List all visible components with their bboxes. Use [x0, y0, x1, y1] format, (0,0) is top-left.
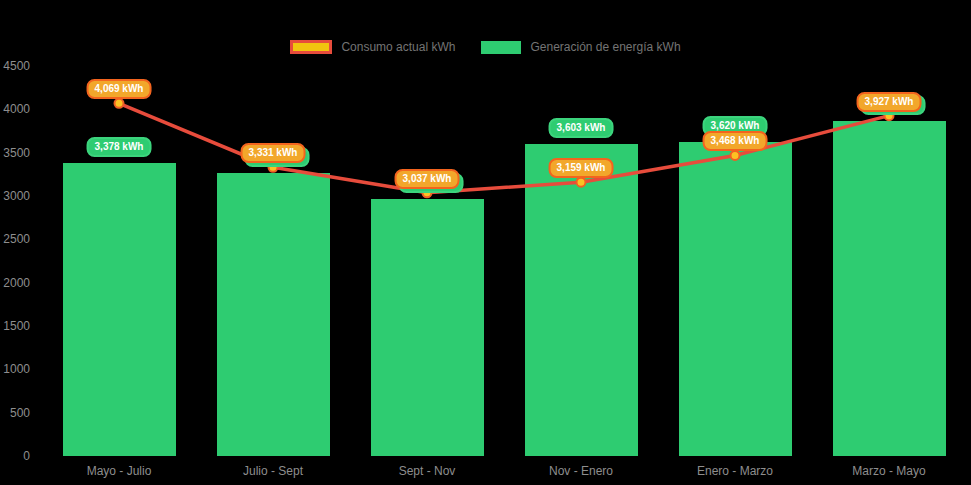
consumption-value-pill: 3,159 kWh: [549, 158, 614, 178]
consumption-value-pill: 3,927 kWh: [857, 92, 922, 112]
line-marker: [731, 151, 740, 160]
generation-value-pill: 3,378 kWh: [87, 137, 152, 157]
consumption-line: [0, 0, 971, 485]
generation-value-pill: 3,603 kWh: [549, 118, 614, 138]
consumption-value-pill: 3,331 kWh: [241, 143, 306, 163]
consumption-value-pill: 4,069 kWh: [87, 79, 152, 99]
line-marker: [577, 178, 586, 187]
line-marker: [115, 99, 124, 108]
chart-canvas: Consumo actual kWh Generación de energía…: [0, 0, 971, 485]
consumption-value-pill: 3,037 kWh: [395, 169, 460, 189]
consumption-value-pill: 3,468 kWh: [703, 131, 768, 151]
